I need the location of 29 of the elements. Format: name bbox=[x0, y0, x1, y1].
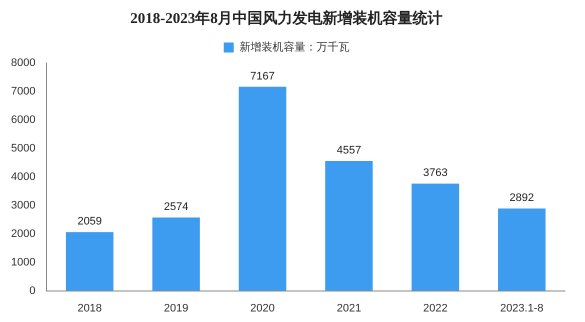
y-tick-label: 5000 bbox=[10, 142, 36, 154]
y-tick-label: 3000 bbox=[10, 199, 36, 212]
y-tick-label: 8000 bbox=[10, 57, 36, 70]
legend-label: 新增装机容量：万千瓦 bbox=[239, 40, 350, 54]
y-tick-label: 1000 bbox=[10, 256, 36, 268]
data-label: 3763 bbox=[423, 167, 448, 180]
x-tick-label: 2023.1-8 bbox=[500, 302, 544, 314]
chart-title: 2018-2023年8月中国风力发电新增装机容量统计 bbox=[130, 8, 443, 27]
bar bbox=[412, 184, 460, 291]
y-tick-label: 7000 bbox=[10, 86, 36, 98]
x-tick-label: 2020 bbox=[250, 302, 275, 314]
data-label: 2892 bbox=[510, 192, 534, 204]
data-label: 4557 bbox=[336, 144, 362, 157]
data-label: 2059 bbox=[77, 216, 102, 228]
x-tick-label: 2019 bbox=[164, 302, 188, 314]
bar bbox=[152, 218, 200, 291]
y-tick-label: 4000 bbox=[10, 170, 36, 183]
x-tick-label: 2018 bbox=[77, 302, 102, 314]
y-tick-label: 2000 bbox=[10, 228, 36, 240]
bar bbox=[66, 232, 114, 291]
x-tick-label: 2022 bbox=[423, 302, 448, 314]
bar bbox=[238, 86, 286, 291]
data-label: 7167 bbox=[250, 70, 275, 82]
y-tick-label: 0 bbox=[29, 284, 36, 297]
data-label: 2574 bbox=[164, 201, 188, 214]
x-tick-label: 2021 bbox=[336, 302, 362, 314]
bar bbox=[498, 208, 546, 291]
y-tick-label: 6000 bbox=[10, 114, 36, 126]
bar bbox=[325, 161, 373, 291]
